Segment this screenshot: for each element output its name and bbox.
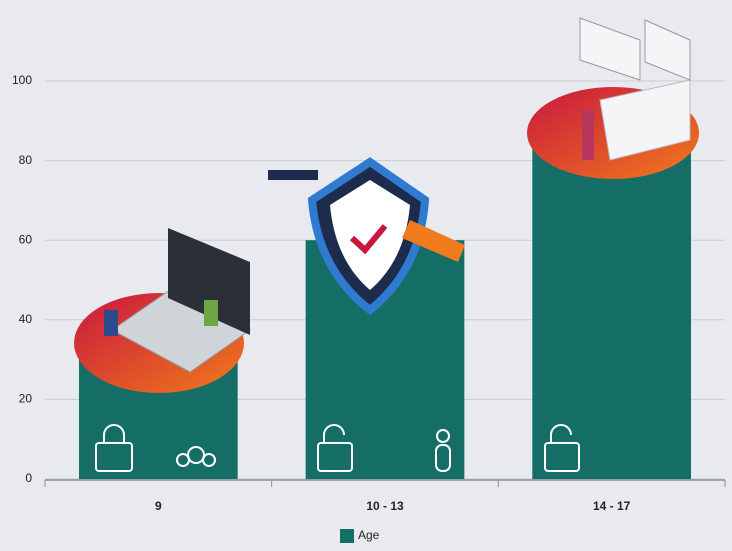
x-tick-label: 10 - 13 xyxy=(366,499,404,513)
person xyxy=(582,110,594,160)
legend-label: Age xyxy=(358,528,380,542)
legend-swatch xyxy=(340,529,354,543)
legend: Age xyxy=(340,528,380,543)
person xyxy=(104,310,118,336)
person xyxy=(204,300,218,326)
laptop-screen xyxy=(168,228,250,335)
panel xyxy=(644,19,691,81)
x-tick-label: 9 xyxy=(155,499,162,513)
panel xyxy=(579,17,641,81)
axes: 0 20 40 60 80 100 9 10 - 13 14 - 17 xyxy=(12,73,726,513)
y-tick-label: 40 xyxy=(19,312,33,326)
y-tick-label: 100 xyxy=(12,73,32,87)
y-tick-label: 60 xyxy=(19,232,33,246)
key xyxy=(268,170,318,180)
panel xyxy=(599,79,691,161)
check xyxy=(349,224,388,255)
shield-inner xyxy=(330,180,410,290)
bar xyxy=(532,140,691,479)
y-tick-label: 20 xyxy=(19,392,33,406)
illustrations xyxy=(74,17,699,472)
icons xyxy=(95,424,580,472)
pencil xyxy=(402,220,465,262)
y-tick-label: 0 xyxy=(25,471,32,485)
y-tick-label: 80 xyxy=(19,153,33,167)
x-tick-label: 14 - 17 xyxy=(593,499,631,513)
